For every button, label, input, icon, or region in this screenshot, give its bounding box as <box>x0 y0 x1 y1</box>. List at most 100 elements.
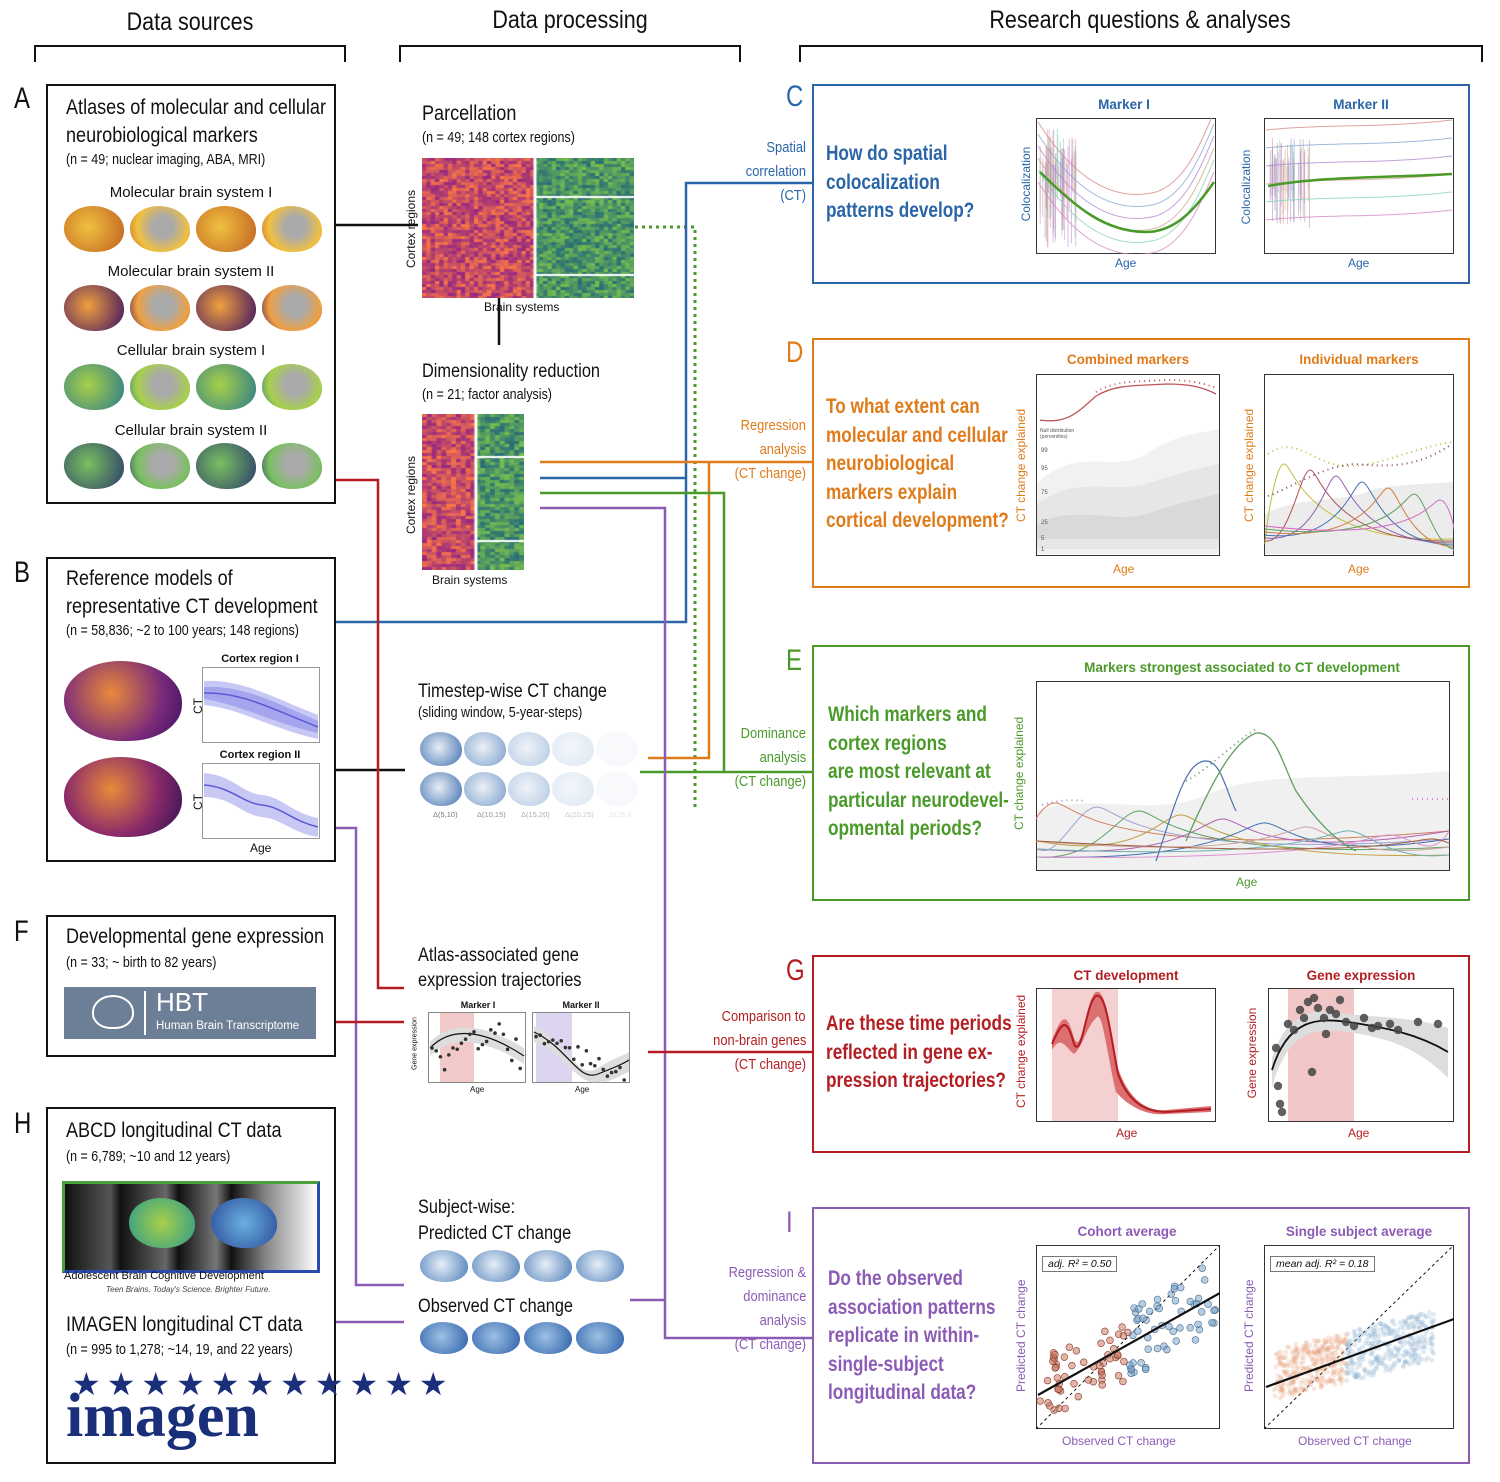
subject-point <box>1396 1357 1402 1363</box>
subject-point <box>1282 1370 1288 1376</box>
gene-dot <box>484 1039 489 1044</box>
subject-point <box>1420 1319 1425 1324</box>
subject-point <box>1343 1363 1349 1368</box>
subject-point <box>1410 1323 1416 1329</box>
cohort-point <box>1101 1327 1109 1336</box>
subject-point <box>1354 1373 1359 1379</box>
subject-point <box>1338 1340 1344 1345</box>
atlas-brain-map <box>130 443 190 489</box>
subject-point <box>1386 1326 1392 1331</box>
subject-point <box>1419 1323 1425 1329</box>
subject-point <box>1383 1323 1389 1329</box>
percentile-label: 75 <box>1041 490 1048 496</box>
subject-point <box>1291 1369 1297 1375</box>
panel-b-reference-models: Reference models of representative CT de… <box>46 557 336 862</box>
subject-point <box>1362 1340 1368 1346</box>
subject-point <box>1380 1327 1386 1332</box>
subject-point <box>1373 1355 1379 1361</box>
subject-point <box>1410 1319 1416 1325</box>
subject-point <box>1362 1366 1368 1372</box>
subject-point <box>1294 1350 1300 1356</box>
subject-point <box>1329 1357 1335 1363</box>
subject-point <box>1292 1387 1298 1393</box>
subject-point <box>1423 1314 1429 1319</box>
gene-dot <box>559 1038 563 1043</box>
question-i-line-4: single-subject <box>828 1352 944 1376</box>
subject-point <box>1330 1377 1336 1383</box>
chart-c1-title: Marker I <box>1098 97 1150 112</box>
chart-d1-title: Combined markers <box>1066 352 1190 367</box>
subject-point <box>1378 1327 1383 1333</box>
dimred-ylabel: Cortex regions <box>404 455 418 535</box>
subject-point <box>1276 1353 1282 1358</box>
subject-point <box>1311 1338 1317 1343</box>
subject-title-3: Observed CT change <box>418 1296 574 1317</box>
gene-traj-xlabel-1: Age <box>470 1085 485 1094</box>
subject-point <box>1292 1386 1298 1392</box>
subject-point <box>1388 1351 1394 1357</box>
subject-point <box>1304 1365 1309 1371</box>
marker-dots <box>1041 799 1087 806</box>
question-d-line-3: neurobiological <box>826 452 955 475</box>
connector-label-i-1: Regression & <box>728 1264 806 1281</box>
subject-point <box>1427 1340 1432 1346</box>
question-d-line-1: To what extent can <box>826 395 980 418</box>
subject-point <box>1377 1354 1383 1360</box>
subject-point <box>1406 1362 1412 1367</box>
gene-point <box>1393 1025 1403 1035</box>
subject-point <box>1331 1363 1337 1369</box>
subject-point <box>1351 1337 1357 1343</box>
subject-point <box>1351 1330 1357 1335</box>
subject-point <box>1373 1356 1379 1362</box>
subject-point <box>1288 1389 1293 1395</box>
subject-point <box>1288 1382 1294 1387</box>
subject-point <box>1344 1342 1350 1348</box>
parcellation-subtitle: (n = 49; 148 cortex regions) <box>422 130 575 146</box>
subject-point <box>1392 1360 1397 1366</box>
subject-point <box>1319 1380 1325 1386</box>
question-g-line-2: reflected in gene ex- <box>826 1040 993 1064</box>
gene-point <box>1433 1019 1443 1029</box>
subject-point <box>1385 1327 1391 1332</box>
subject-point <box>1349 1370 1354 1375</box>
cohort-point <box>1171 1297 1180 1305</box>
system-label-2: Molecular brain system II <box>107 263 275 280</box>
subject-point <box>1312 1351 1317 1357</box>
subject-point <box>1318 1351 1324 1356</box>
connector-label-d-3: (CT change) <box>734 465 806 482</box>
subject-point <box>1391 1328 1396 1333</box>
subject-point <box>1295 1349 1301 1354</box>
subject-point <box>1387 1331 1393 1337</box>
chart-d1-ylabel: CT change explained <box>1014 408 1028 522</box>
subject-point <box>1292 1356 1298 1362</box>
region-1-title: Cortex region I <box>221 653 299 665</box>
subject-point <box>1342 1341 1348 1347</box>
cohort-point <box>1070 1380 1078 1388</box>
question-e-line-4: particular neurodevel- <box>828 788 1009 812</box>
subject-point <box>1345 1340 1351 1346</box>
subject-point <box>1375 1339 1381 1345</box>
subject-point <box>1397 1339 1403 1345</box>
subject-point <box>1280 1355 1286 1361</box>
panel-letter-c: C <box>786 80 804 113</box>
subject-point <box>1401 1331 1406 1336</box>
subject-point <box>1307 1379 1313 1385</box>
subject-point <box>1430 1335 1436 1340</box>
subject-point <box>1387 1356 1393 1362</box>
subject-point <box>1358 1329 1364 1335</box>
subject-point <box>1390 1365 1396 1370</box>
r2-box-1: adj. R² = 0.50 <box>1042 1256 1118 1272</box>
subject-point <box>1345 1331 1351 1337</box>
subject-point <box>1369 1330 1375 1336</box>
cohort-point <box>1055 1385 1063 1394</box>
connector-label-d-1: Regression <box>740 417 806 434</box>
subject-point <box>1278 1360 1284 1366</box>
cohort-point <box>1114 1371 1123 1380</box>
subject-title-1: Subject-wise: <box>418 1197 516 1218</box>
abcd-tagline: Teen Brains. Today's Science. Brighter F… <box>106 1285 271 1294</box>
subject-point <box>1372 1338 1378 1344</box>
subject-point <box>1300 1377 1306 1383</box>
gene-dot <box>572 1057 576 1062</box>
timestep-brain <box>508 732 550 766</box>
subject-point <box>1419 1320 1425 1326</box>
